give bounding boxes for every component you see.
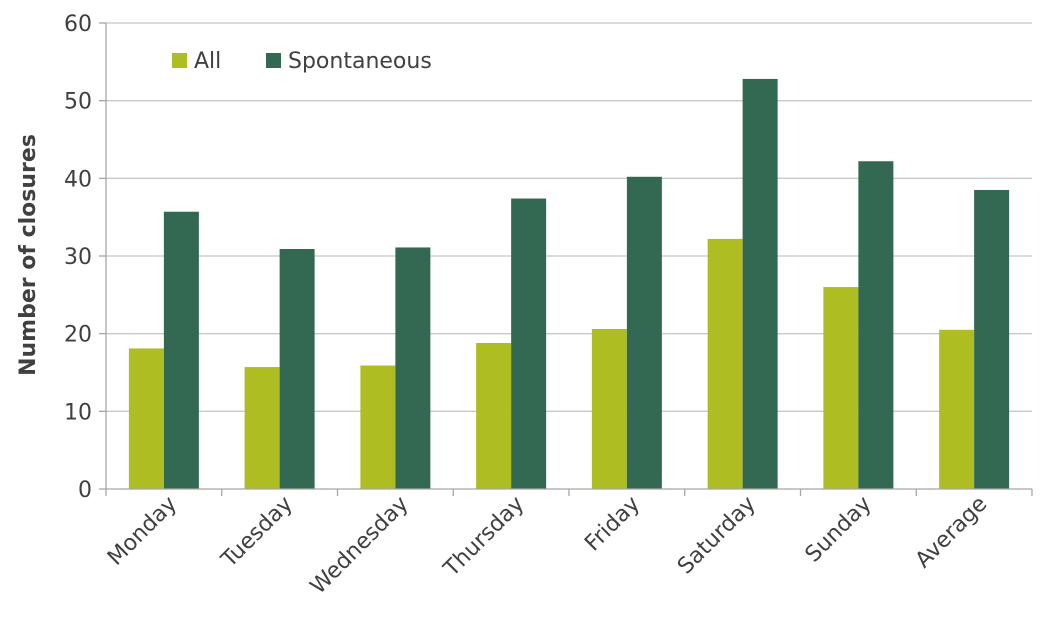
bar-all-sunday: [823, 287, 859, 489]
bar-spontaneous-friday: [626, 176, 662, 489]
y-tick-label: 40: [64, 167, 92, 192]
bar-spontaneous-saturday: [742, 78, 778, 490]
y-axis-ticks: 0 10 20 30 40 50 60: [64, 12, 106, 503]
x-tick-label: Friday: [580, 492, 645, 557]
bar-all-tuesday: [244, 367, 280, 489]
bar-all-average: [939, 329, 975, 489]
y-tick-label: 30: [64, 245, 92, 270]
x-tick-label: Sunday: [801, 492, 877, 568]
x-tick-label: Monday: [103, 492, 182, 571]
x-tick-label: Tuesday: [216, 492, 298, 574]
bar-all-friday: [591, 329, 627, 489]
bar-spontaneous-average: [974, 189, 1010, 489]
bar-spontaneous-thursday: [511, 198, 547, 489]
legend: All Spontaneous: [172, 49, 432, 74]
x-tick-label: Wednesday: [306, 492, 414, 600]
legend-label-all: All: [194, 49, 221, 74]
legend-label-spontaneous: Spontaneous: [288, 49, 432, 74]
legend-swatch-spontaneous: [266, 53, 281, 68]
y-tick-label: 60: [64, 12, 92, 37]
y-tick-label: 20: [64, 323, 92, 348]
bar-all-thursday: [476, 342, 512, 489]
y-axis-title: Number of closures: [16, 134, 41, 376]
bar-spontaneous-wednesday: [395, 247, 431, 489]
bars: [128, 78, 1010, 490]
x-axis-labels: Monday Tuesday Wednesday Thursday Friday Satu…: [103, 492, 992, 600]
x-tick-label: Saturday: [673, 492, 761, 580]
bar-spontaneous-monday: [163, 211, 199, 490]
y-tick-label: 50: [64, 90, 92, 115]
axes: [105, 23, 1033, 496]
bar-all-saturday: [707, 238, 743, 489]
bar-spontaneous-tuesday: [279, 249, 315, 489]
legend-swatch-all: [172, 53, 187, 68]
y-tick-label: 0: [78, 478, 92, 503]
x-tick-label: Average: [911, 492, 993, 574]
x-tick-label: Thursday: [439, 492, 530, 583]
bar-spontaneous-sunday: [858, 161, 894, 489]
bar-all-wednesday: [360, 365, 396, 489]
y-tick-label: 10: [64, 400, 92, 425]
bar-all-monday: [128, 348, 164, 489]
